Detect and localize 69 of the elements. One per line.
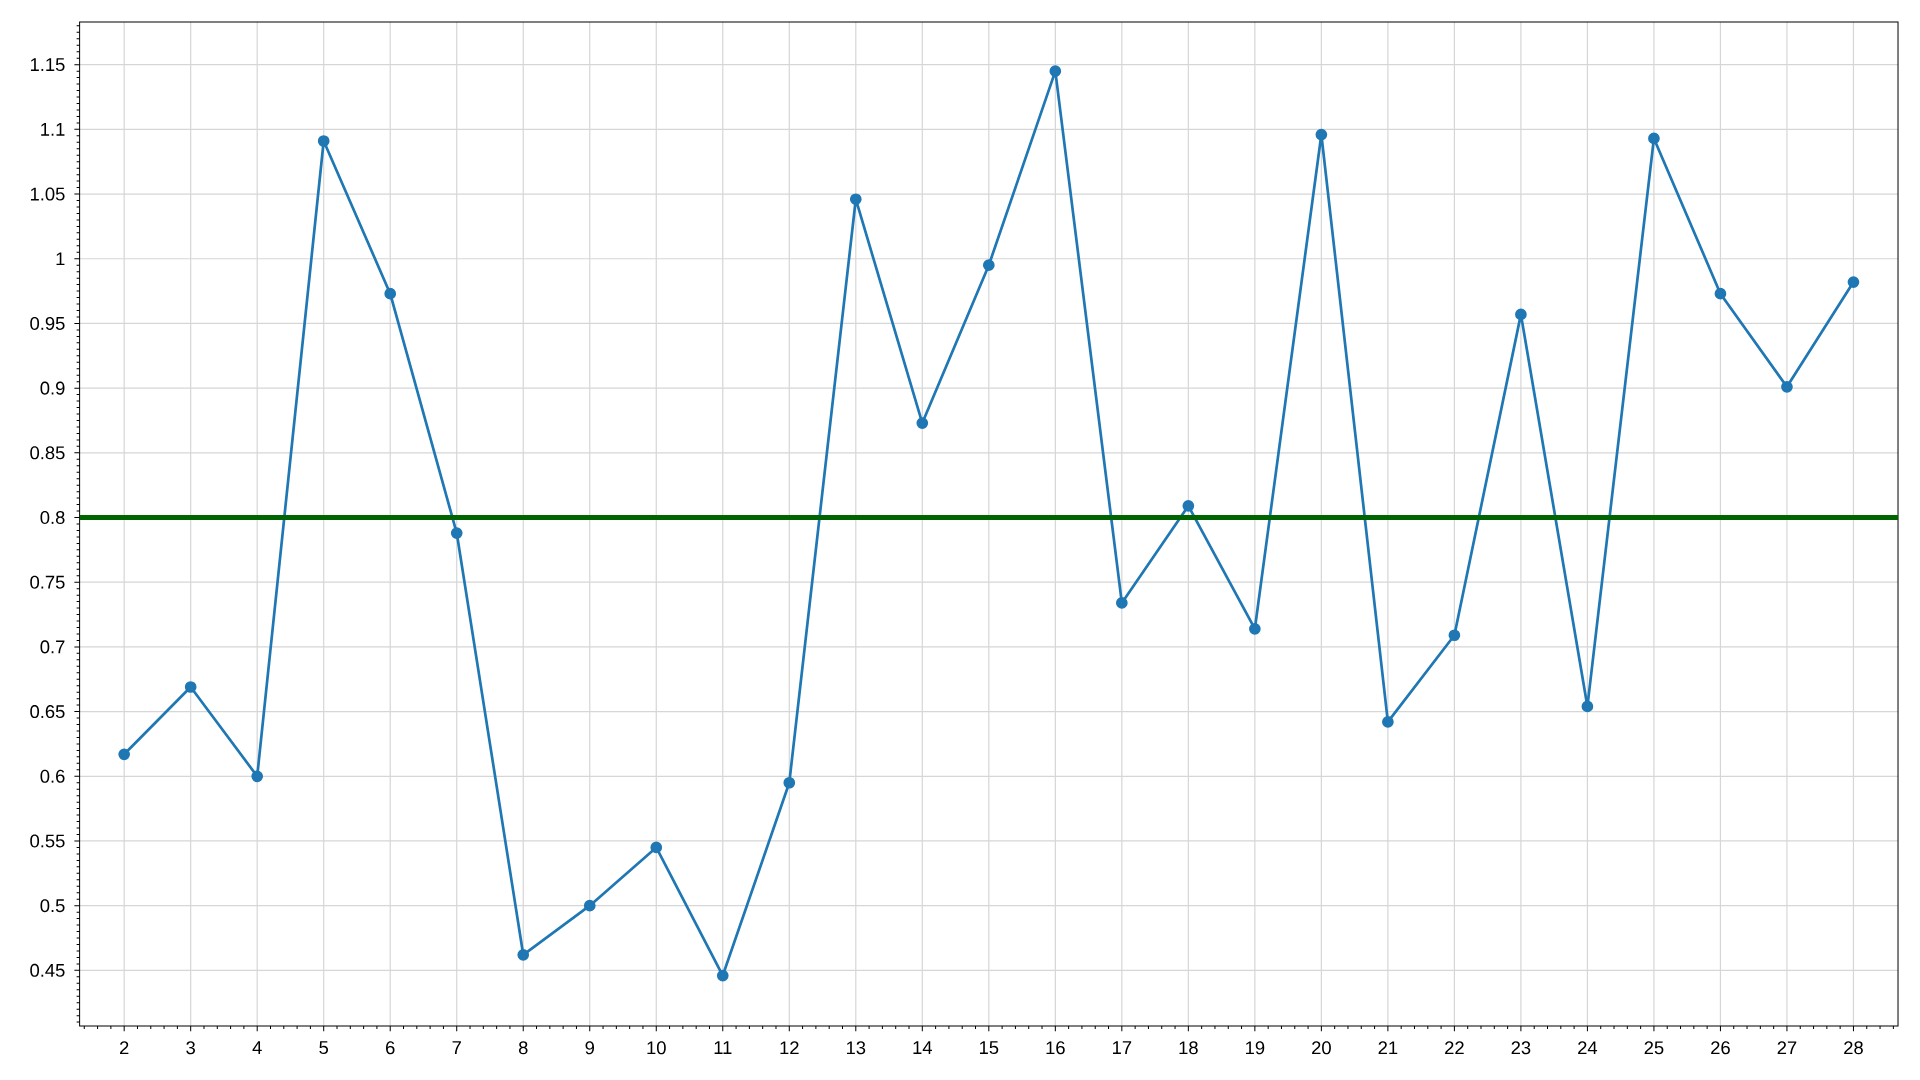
- x-tick-label: 18: [1179, 1041, 1198, 1055]
- point: [118, 748, 131, 761]
- point: [1448, 629, 1461, 642]
- x-tick-label: 15: [979, 1041, 999, 1055]
- y-tick-label: 0.6: [40, 769, 65, 783]
- y-tick-label: 0.7: [40, 640, 65, 654]
- y-tick-label: 0.85: [30, 446, 65, 460]
- point: [1648, 132, 1660, 145]
- x-tick-label: 7: [452, 1041, 461, 1054]
- x-tick-label: 26: [1711, 1041, 1730, 1055]
- x-tick-label: 8: [518, 1041, 528, 1055]
- point: [783, 776, 796, 789]
- x-tick-label: 22: [1445, 1041, 1464, 1055]
- point: [1714, 287, 1727, 300]
- point: [716, 969, 729, 982]
- y-tick-label: 1: [56, 252, 65, 266]
- point: [1182, 500, 1195, 512]
- x-tick-label: 14: [913, 1041, 932, 1054]
- y-tick-label: 0.45: [30, 963, 65, 977]
- x-tick-label: 6: [386, 1041, 395, 1055]
- x-tick-label: 4: [252, 1041, 262, 1054]
- x-tick-label: 3: [186, 1041, 196, 1055]
- point: [849, 193, 862, 206]
- x-tick-label: 10: [647, 1041, 666, 1055]
- y-tick-label: 1.05: [30, 187, 65, 201]
- x-tick-label: 2: [120, 1041, 129, 1055]
- y-tick-label: 1.1: [41, 123, 65, 136]
- y-tick-label: 1.15: [30, 58, 65, 72]
- y-tick-label: 0.9: [40, 381, 65, 395]
- point: [450, 527, 463, 539]
- y-tick-label: 0.95: [30, 316, 65, 330]
- y-tick-label: 0.65: [30, 705, 65, 719]
- x-tick-label: 19: [1246, 1041, 1265, 1055]
- y-tick-label: 0.5: [40, 899, 65, 913]
- x-tick-label: 25: [1644, 1041, 1664, 1055]
- x-tick-label: 16: [1046, 1041, 1065, 1055]
- point: [1115, 597, 1128, 609]
- point: [650, 841, 663, 854]
- point: [517, 948, 530, 961]
- y-tick-label: 0.55: [30, 834, 65, 848]
- point: [384, 287, 397, 300]
- point: [1049, 65, 1062, 77]
- point: [1515, 308, 1527, 321]
- point: [184, 681, 197, 693]
- x-tick-label: 28: [1844, 1041, 1863, 1055]
- x-tick-label: 27: [1777, 1041, 1797, 1055]
- point: [583, 899, 596, 912]
- x-tick-label: 24: [1578, 1041, 1598, 1055]
- x-tick-label: 21: [1378, 1041, 1398, 1055]
- point: [1249, 622, 1261, 635]
- point: [982, 259, 995, 272]
- point: [251, 770, 264, 783]
- y-tick-label: 0.8: [40, 510, 65, 525]
- x-tick-label: 23: [1511, 1041, 1531, 1055]
- point: [317, 135, 330, 147]
- point: [1781, 380, 1793, 393]
- point: [916, 417, 929, 429]
- x-tick-label: 5: [319, 1041, 329, 1055]
- x-tick-label: 17: [1113, 1041, 1132, 1054]
- x-tick-label: 20: [1312, 1041, 1331, 1055]
- x-tick-label: 13: [846, 1041, 866, 1055]
- point: [1382, 716, 1394, 728]
- x-tick-label: 12: [780, 1041, 799, 1055]
- x-tick-label: 11: [714, 1041, 732, 1054]
- point: [1847, 276, 1860, 288]
- y-tick-label: 0.75: [30, 575, 65, 589]
- x-tick-label: 9: [585, 1041, 595, 1055]
- point: [1315, 128, 1328, 141]
- point: [1581, 700, 1594, 713]
